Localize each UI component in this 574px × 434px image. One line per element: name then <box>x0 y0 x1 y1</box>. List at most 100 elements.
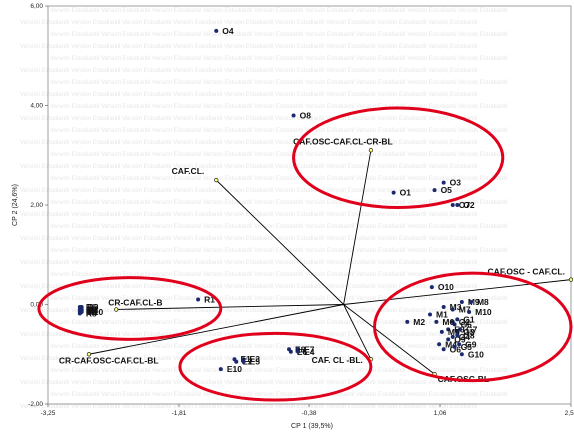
watermark-text: Versión Estudiantil Versión Estudiantil … <box>50 128 508 134</box>
point-g5 <box>452 344 457 349</box>
vector-end-cr-caf-cl-b <box>114 307 119 312</box>
point-label-o9: O9 <box>454 334 466 344</box>
x-tick-label: 2,50 <box>565 410 574 417</box>
group-ellipse-o-group <box>292 106 505 209</box>
watermark-text: Versión Estudiantil Versión Estudiantil … <box>50 248 508 254</box>
point-label-r9: R9 <box>86 305 97 315</box>
point-label-g7: G7 <box>466 324 478 334</box>
watermark-text: Versión Estudiantil Versión Estudiantil … <box>50 368 508 374</box>
point-label-e2: E2 <box>242 357 253 367</box>
point-label-m5: M5 <box>448 327 460 337</box>
watermark-text: Versión Estudiantil Versión Estudiantil … <box>50 152 508 158</box>
point-label-o2: O2 <box>463 200 475 210</box>
point-label-r3: R3 <box>88 302 99 312</box>
watermark-text: Versión Estudiantil Versión Estudiantil … <box>50 272 508 278</box>
watermark-text: Versión Estudiantil Versión Estudiantil … <box>20 68 478 74</box>
point-label-o10: O10 <box>438 282 454 292</box>
point-label-g3: G3 <box>463 327 475 337</box>
y-axis: -2,00 0,00 2,00 4,00 6,00 <box>28 3 48 408</box>
variable-label-cr-caf-osc-caf-cl-bl: CR-CAF.OSC-CAF.CL-BL <box>59 355 159 365</box>
x-tick-label: -1,81 <box>172 410 187 417</box>
watermark-layer: Versión Estudiantil Versión Estudiantil … <box>20 8 508 410</box>
point-g7 <box>458 327 463 332</box>
watermark-text: Versión Estudiantil Versión Estudiantil … <box>50 224 508 230</box>
watermark-text: Versión Estudiantil Versión Estudiantil … <box>50 392 508 398</box>
point-label-e4: E4 <box>304 347 315 357</box>
point-o7 <box>450 203 455 207</box>
point-label-r4: R4 <box>88 305 99 315</box>
group-ellipse-m-g-group <box>373 271 573 383</box>
watermark-text: Versión Estudiantil Versión Estudiantil … <box>20 92 478 98</box>
watermark-text: Versión Estudiantil Versión Estudiantil … <box>50 176 508 182</box>
watermark-text: Versión Estudiantil Versión Estudiantil … <box>20 284 478 290</box>
point-label-e6: E6 <box>297 347 308 357</box>
point-label-m8: M8 <box>477 297 489 307</box>
x-tick-label: -0,38 <box>302 410 317 417</box>
point-label-o6: O6 <box>450 344 462 354</box>
point-m5 <box>439 329 444 334</box>
point-label-e8: E8 <box>295 344 306 354</box>
vector-line-cr-caf-osc-caf-cl-bl <box>88 304 344 355</box>
point-g8 <box>455 333 460 338</box>
point-label-o4: O4 <box>222 26 234 36</box>
point-label-g6: G6 <box>461 319 473 329</box>
watermark-text: Versión Estudiantil Versión Estudiantil … <box>20 140 478 146</box>
watermark-text: Versión Estudiantil Versión Estudiantil … <box>50 32 508 38</box>
watermark-text: Versión Estudiantil Versión Estudiantil … <box>20 188 478 194</box>
point-label-r2: R2 <box>86 304 97 314</box>
point-e6 <box>288 349 293 354</box>
point-label-e5: E5 <box>250 357 261 367</box>
point-label-e7: E7 <box>304 344 315 354</box>
vector-line-caf-osc-caf-cl-cr-bl <box>343 150 372 305</box>
vector-end-caf-cl <box>214 178 219 183</box>
vector-end-cr-caf-osc-caf-cl-bl <box>86 352 92 357</box>
point-label-r10: R10 <box>88 307 104 317</box>
watermark-text: Versión Estudiantil Versión Estudiantil … <box>20 116 478 122</box>
group-ellipse-r-group <box>37 276 223 341</box>
watermark-text: Versión Estudiantil Versión Estudiantil … <box>20 164 478 170</box>
point-g3 <box>455 329 460 334</box>
point-o3 <box>441 180 446 185</box>
point-g1 <box>455 317 460 322</box>
x-tick-label: 1,06 <box>434 410 447 417</box>
x-tick-label: -3,25 <box>41 410 56 417</box>
vector-end-caf-osc-caf-cl-cr-bl <box>368 148 373 153</box>
point-label-m10: M10 <box>475 307 492 317</box>
point-m4 <box>437 342 442 347</box>
point-label-m9: M9 <box>468 297 480 307</box>
watermark-text: Versión Estudiantil Versión Estudiantil … <box>50 200 508 206</box>
vector-line-cr-caf-cl-b <box>116 304 344 310</box>
point-o4 <box>214 28 219 33</box>
point-label-r5: R5 <box>86 307 97 317</box>
point-label-e10: E10 <box>227 364 242 374</box>
point-label-r1: R1 <box>204 295 215 305</box>
vector-line-caf-cl <box>215 179 344 305</box>
point-label-r7: R7 <box>88 304 99 314</box>
point-o6 <box>441 347 446 352</box>
point-label-o8: O8 <box>300 110 312 120</box>
point-label-g8: G8 <box>463 330 475 340</box>
point-label-m1: M1 <box>436 309 448 319</box>
y-tick-label: 6,00 <box>30 3 43 10</box>
watermark-text: Versión Estudiantil Versión Estudiantil … <box>20 236 478 242</box>
point-label-g4: G4 <box>459 332 471 342</box>
point-m9 <box>459 300 464 305</box>
point-label-o7: O7 <box>459 200 471 210</box>
variable-label-cr-caf-cl-b: CR-CAF.CL-B <box>108 297 162 307</box>
variable-label-caf-osc-caf-cl-cr-bl: CAF.OSC-CAF.CL-CR-BL <box>293 136 393 146</box>
point-label-m7: M7 <box>459 304 471 314</box>
point-m10 <box>467 309 472 314</box>
point-r1 <box>196 297 201 302</box>
y-tick-label: -2,00 <box>28 401 43 408</box>
vector-line-caf-cl-bl <box>343 304 372 360</box>
watermark-text: Versión Estudiantil Versión Estudiantil … <box>20 308 478 314</box>
watermark-text: Versión Estudiantil Versión Estudiantil … <box>20 20 478 26</box>
point-o8 <box>291 113 296 118</box>
point-label-o5: O5 <box>441 185 453 195</box>
x-axis: -3,25 -1,81 -0,38 1,06 2,50 <box>41 404 574 417</box>
point-label-m4: M4 <box>445 339 457 349</box>
watermark-text: Versión Estudiantil Versión Estudiantil … <box>20 404 478 410</box>
point-m6 <box>434 319 439 324</box>
point-g6 <box>452 322 457 327</box>
